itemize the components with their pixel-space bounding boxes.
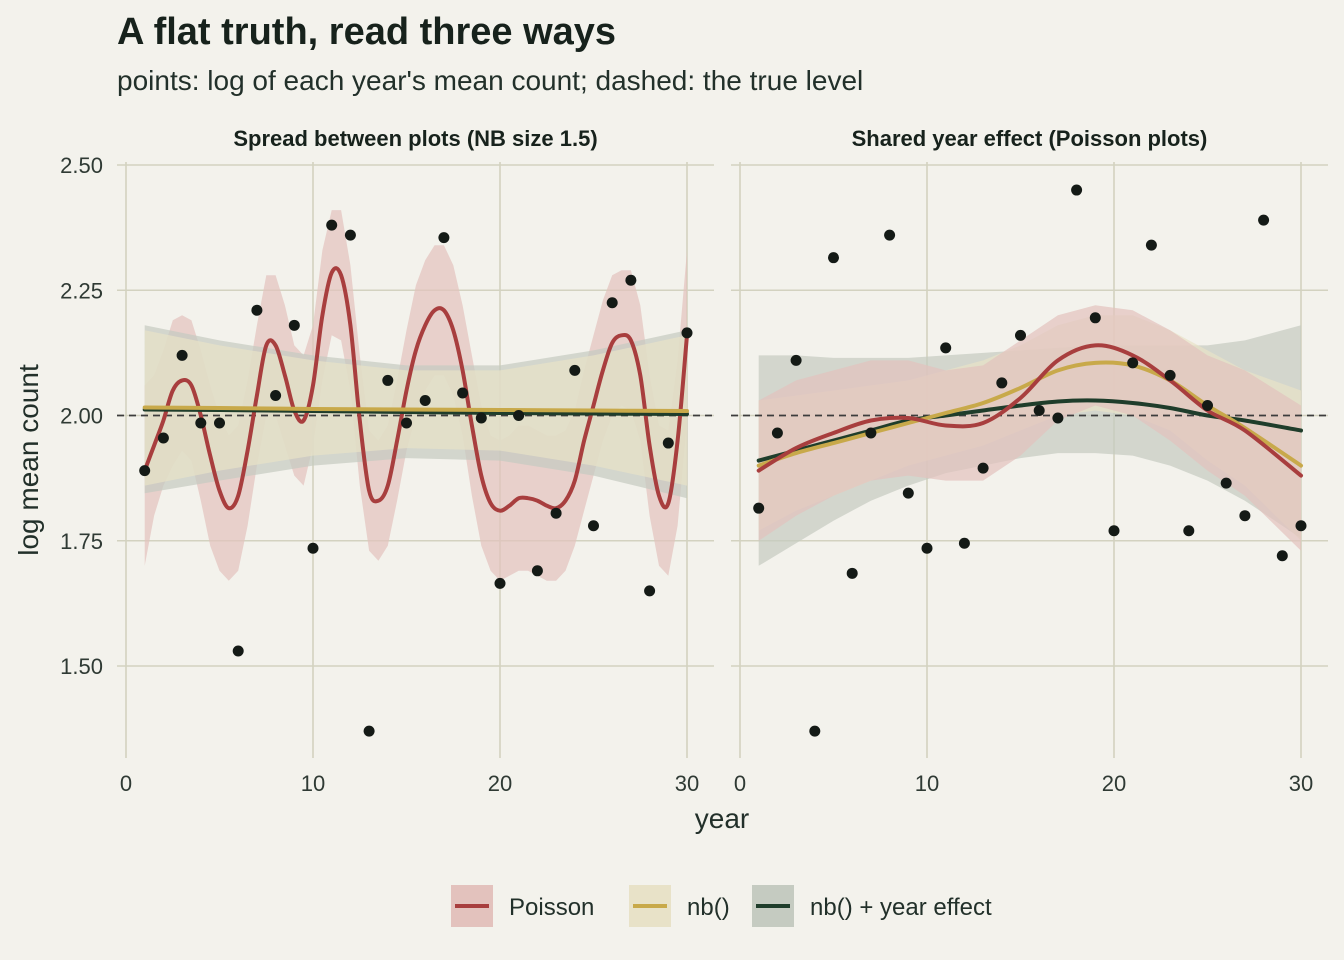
data-point [1164,369,1176,381]
data-point [771,427,783,439]
x-tick-label: 20 [488,771,512,796]
data-point [1295,520,1307,532]
data-point [214,417,225,429]
data-point [382,374,394,386]
data-point [1239,510,1251,522]
data-point [902,487,914,499]
data-point [958,537,970,549]
data-point [865,427,877,439]
data-point [344,229,356,241]
y-tick-label: 2.25 [60,278,103,303]
legend: Poisson nb() nb() + year effect [451,885,992,927]
data-point [828,252,839,264]
legend-label-poisson: Poisson [509,894,594,921]
points [139,219,693,737]
data-point [1108,525,1120,537]
data-point [1127,357,1139,369]
data-point [513,410,525,421]
data-point [1220,477,1232,489]
y-axis-title: log mean count [13,364,44,556]
line-nb [756,360,1303,468]
data-point [884,229,896,241]
line-nb_year [756,398,1303,463]
data-point [681,327,693,339]
x-tick-label: 20 [1102,771,1126,796]
data-point [326,219,338,231]
data-point [363,725,375,737]
data-point [1258,214,1270,226]
legend-label-nb: nb() [687,894,730,921]
x-tick-label: 10 [915,771,939,796]
data-point [625,274,637,286]
y-tick-label: 2.00 [60,404,103,429]
data-point [662,437,674,449]
data-point [419,394,431,406]
data-point [494,577,506,589]
line-poisson [142,266,689,513]
data-point [921,542,933,554]
panel-title: Shared year effect (Poisson plots) [852,126,1208,151]
line-nb [142,405,689,413]
data-point [475,412,487,424]
x-tick-label: 30 [1289,771,1313,796]
data-point [531,565,543,577]
panel-1: Spread between plots (NB size 1.5) 0 10 20 3… [60,126,714,796]
data-point [846,567,858,579]
y-tick-label: 1.50 [60,654,103,679]
y-tick-label: 2.50 [60,153,103,178]
panel-title: Spread between plots (NB size 1.5) [233,126,597,151]
gridlines [731,162,1328,758]
data-point [606,297,618,309]
line-poisson [756,343,1303,478]
chart-subtitle: points: log of each year's mean count; d… [117,65,863,96]
data-point [457,387,469,399]
data-point [1015,329,1026,341]
data-point [753,502,765,514]
data-point [176,349,188,361]
data-point [139,465,151,477]
data-point [809,725,821,737]
panel-2: Shared year effect (Poisson plots) 0 10 20 3… [731,126,1328,796]
data-point [1145,239,1157,251]
data-point [1276,550,1288,562]
data-point [1071,184,1083,196]
data-point [307,542,319,554]
data-point [288,319,300,331]
data-point [251,304,263,316]
data-point [588,520,599,532]
x-tick-label: 0 [734,771,746,796]
legend-item-poisson: Poisson [451,885,594,927]
data-point [940,342,952,354]
legend-label-nb_year: nb() + year effect [810,894,992,921]
legend-item-nb_year: nb() + year effect [752,885,992,927]
data-point [644,585,656,597]
data-point [232,645,244,657]
data-point [1202,399,1213,411]
data-point [1033,404,1045,416]
data-point [996,377,1008,389]
points [753,184,1307,737]
data-point [1183,525,1195,537]
x-tick-label: 30 [675,771,699,796]
data-point [157,432,169,444]
x-tick-label: 10 [301,771,325,796]
data-point [977,462,989,474]
data-point [195,417,207,429]
x-tick-label: 0 [120,771,132,796]
legend-item-nb: nb() [629,885,730,927]
data-point [438,232,450,244]
panels: Spread between plots (NB size 1.5) 0 10 20 3… [60,126,1328,796]
data-point [790,354,802,366]
x-axis-title: year [695,803,749,834]
y-tick-label: 1.75 [60,529,103,554]
data-point [550,507,562,519]
data-point [1089,312,1101,324]
chart-title: A flat truth, read three ways [117,11,616,53]
data-point [1052,412,1064,424]
data-point [270,389,282,401]
data-point [401,417,412,429]
data-point [569,364,581,376]
ribbon-poisson [758,305,1301,551]
